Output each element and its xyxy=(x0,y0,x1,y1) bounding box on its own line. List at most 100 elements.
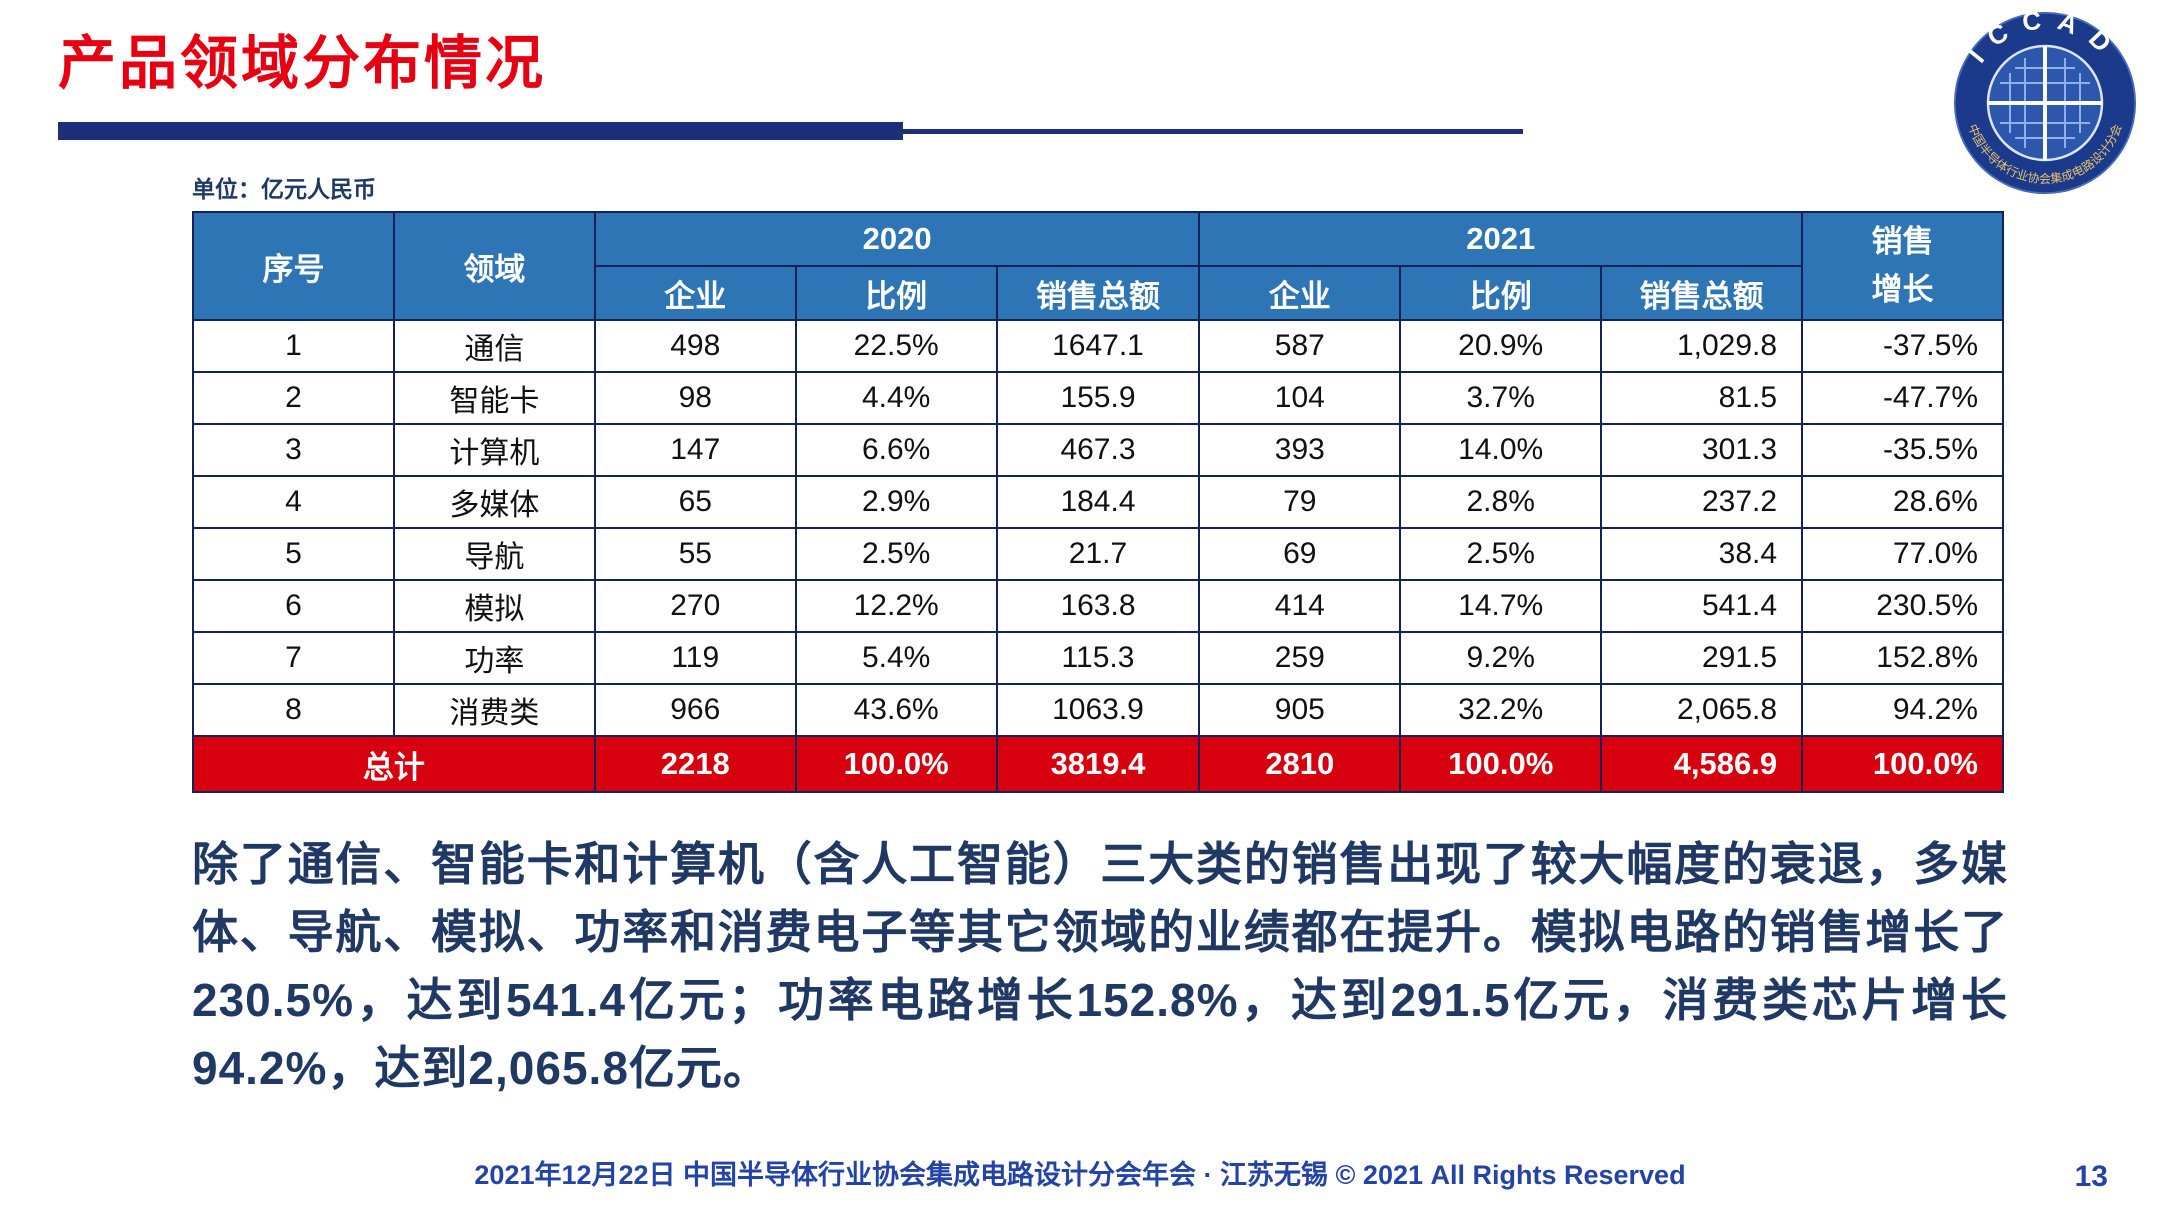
cell: 2.5% xyxy=(794,527,998,581)
cell: 5.4% xyxy=(794,631,998,685)
cell: 12.2% xyxy=(794,579,998,633)
cell: 38.4 xyxy=(1600,527,1804,581)
total-cell: 4,586.9 xyxy=(1600,735,1804,793)
cell: 115.3 xyxy=(995,631,1201,685)
table-row: 5 导航 55 2.5% 21.7 69 2.5% 38.4 77.0% xyxy=(192,527,2004,581)
total-cell: 3819.4 xyxy=(995,735,1201,793)
cell: 541.4 xyxy=(1600,579,1804,633)
cell: 14.7% xyxy=(1399,579,1603,633)
table-row: 7 功率 119 5.4% 115.3 259 9.2% 291.5 152.8… xyxy=(192,631,2004,685)
cell: 104 xyxy=(1198,371,1402,425)
cell-field: 多媒体 xyxy=(392,475,596,529)
cell-no: 8 xyxy=(192,683,395,737)
cell: 9.2% xyxy=(1399,631,1603,685)
table-row: 1 通信 498 22.5% 1647.1 587 20.9% 1,029.8 … xyxy=(192,319,2004,373)
cell: 14.0% xyxy=(1399,423,1603,477)
cell: 259 xyxy=(1198,631,1402,685)
cell: 20.9% xyxy=(1399,319,1603,373)
cell: 270 xyxy=(593,579,797,633)
cell: -47.7% xyxy=(1801,371,2004,425)
cell: 2.9% xyxy=(794,475,998,529)
header-2020: 2020 xyxy=(593,211,1201,267)
cell-field: 计算机 xyxy=(392,423,596,477)
cell: 498 xyxy=(593,319,797,373)
cell: 2,065.8 xyxy=(1600,683,1804,737)
total-label: 总计 xyxy=(192,735,596,793)
cell: 21.7 xyxy=(995,527,1201,581)
subheader-share-2020: 比例 xyxy=(794,265,998,321)
cell: 43.6% xyxy=(794,683,998,737)
cell: 69 xyxy=(1198,527,1402,581)
total-cell: 2810 xyxy=(1198,735,1402,793)
cell: 98 xyxy=(593,371,797,425)
cell: 230.5% xyxy=(1801,579,2004,633)
header-sales-growth-line2: 增长 xyxy=(1871,272,1934,307)
cell: 81.5 xyxy=(1600,371,1804,425)
cell-no: 5 xyxy=(192,527,395,581)
total-cell: 2218 xyxy=(593,735,797,793)
cell: 6.6% xyxy=(794,423,998,477)
cell-no: 7 xyxy=(192,631,395,685)
page-title: 产品领域分布情况 xyxy=(58,31,547,96)
cell-field: 智能卡 xyxy=(392,371,596,425)
cell: 163.8 xyxy=(995,579,1201,633)
header-sales-growth: 销售 增长 xyxy=(1801,211,2004,321)
title-underline-thick xyxy=(58,122,903,140)
cell: 414 xyxy=(1198,579,1402,633)
unit-label: 单位：亿元人民币 xyxy=(192,176,376,202)
cell: 966 xyxy=(593,683,797,737)
cell: 905 xyxy=(1198,683,1402,737)
table-row: 8 消费类 966 43.6% 1063.9 905 32.2% 2,065.8… xyxy=(192,683,2004,737)
cell: 147 xyxy=(593,423,797,477)
table-row: 2 智能卡 98 4.4% 155.9 104 3.7% 81.5 -47.7% xyxy=(192,371,2004,425)
cell: 55 xyxy=(593,527,797,581)
cell: 2.8% xyxy=(1399,475,1603,529)
header-2021: 2021 xyxy=(1198,211,1804,267)
cell: 291.5 xyxy=(1600,631,1804,685)
iccad-logo-icon: ICCAD 中国半导体行业协会集成电路设计分会 xyxy=(1954,4,2136,194)
cell-field: 通信 xyxy=(392,319,596,373)
header-no: 序号 xyxy=(192,211,395,321)
total-cell: 100.0% xyxy=(1801,735,2004,793)
cell: 237.2 xyxy=(1600,475,1804,529)
cell: 4.4% xyxy=(794,371,998,425)
cell-no: 4 xyxy=(192,475,395,529)
cell: 587 xyxy=(1198,319,1402,373)
cell: 65 xyxy=(593,475,797,529)
cell-no: 2 xyxy=(192,371,395,425)
summary-paragraph: 除了通信、智能卡和计算机（含人工智能）三大类的销售出现了较大幅度的衰退，多媒体、… xyxy=(192,838,2008,1095)
cell: 155.9 xyxy=(995,371,1201,425)
subheader-sales-2020: 销售总额 xyxy=(995,265,1201,321)
cell-no: 3 xyxy=(192,423,395,477)
footer-credit: 2021年12月22日 中国半导体行业协会集成电路设计分会年会 · 江苏无锡 ©… xyxy=(474,1160,1686,1190)
subheader-companies-2020: 企业 xyxy=(593,265,797,321)
cell: 22.5% xyxy=(794,319,998,373)
subheader-share-2021: 比例 xyxy=(1399,265,1603,321)
table-row: 4 多媒体 65 2.9% 184.4 79 2.8% 237.2 28.6% xyxy=(192,475,2004,529)
cell-field: 模拟 xyxy=(392,579,596,633)
cell: 94.2% xyxy=(1801,683,2004,737)
title-underline-thin xyxy=(903,129,1523,134)
cell: 301.3 xyxy=(1600,423,1804,477)
total-cell: 100.0% xyxy=(794,735,998,793)
page-number: 13 xyxy=(2074,1160,2108,1193)
subheader-sales-2021: 销售总额 xyxy=(1600,265,1804,321)
cell: 79 xyxy=(1198,475,1402,529)
table-row: 3 计算机 147 6.6% 467.3 393 14.0% 301.3 -35… xyxy=(192,423,2004,477)
cell: 393 xyxy=(1198,423,1402,477)
title-underline xyxy=(58,122,1524,140)
cell: 3.7% xyxy=(1399,371,1603,425)
total-row: 总计 2218 100.0% 3819.4 2810 100.0% 4,586.… xyxy=(192,735,2004,793)
header-sales-growth-line1: 销售 xyxy=(1871,223,1934,259)
cell-field: 消费类 xyxy=(392,683,596,737)
product-field-table: 序号 领域 2020 2021 销售 增长 企业 比例 销售总额 企业 比例 销… xyxy=(192,211,2004,793)
cell: 1,029.8 xyxy=(1600,319,1804,373)
table-row: 6 模拟 270 12.2% 163.8 414 14.7% 541.4 230… xyxy=(192,579,2004,633)
cell: -37.5% xyxy=(1801,319,2004,373)
cell: 77.0% xyxy=(1801,527,2004,581)
iccad-logo: ICCAD 中国半导体行业协会集成电路设计分会 xyxy=(1952,4,2138,196)
cell: 119 xyxy=(593,631,797,685)
header-field: 领域 xyxy=(392,211,596,321)
cell: 2.5% xyxy=(1399,527,1603,581)
cell-no: 1 xyxy=(192,319,395,373)
